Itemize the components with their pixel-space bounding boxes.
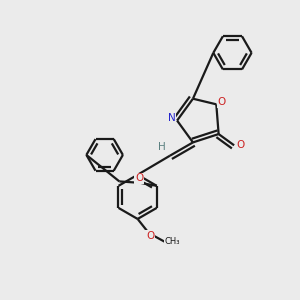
- Text: N: N: [168, 113, 176, 123]
- Text: O: O: [135, 173, 143, 184]
- Text: O: O: [218, 97, 226, 107]
- Text: CH₃: CH₃: [165, 237, 180, 246]
- Text: O: O: [146, 231, 154, 241]
- Text: O: O: [236, 140, 244, 150]
- Text: H: H: [158, 142, 166, 152]
